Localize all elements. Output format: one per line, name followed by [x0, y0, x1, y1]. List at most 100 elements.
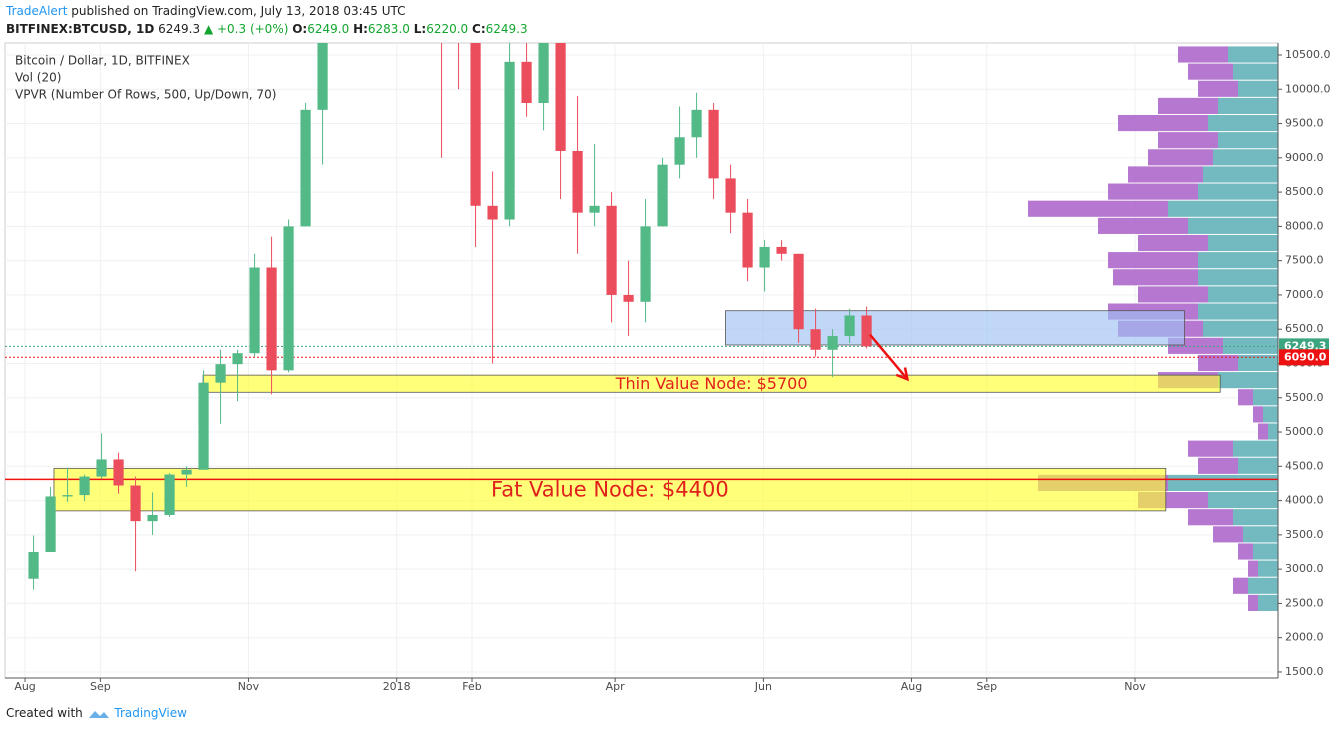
published: published on TradingView.com, July 13, 2…	[71, 4, 406, 18]
vpvr-up	[1168, 474, 1278, 492]
vpvr-up	[1233, 440, 1278, 457]
candle-body	[487, 205, 498, 220]
ohlc-value: 6249.0	[307, 22, 350, 36]
price-label: 6090.0	[1284, 350, 1327, 363]
vpvr-down	[1028, 200, 1168, 217]
y-tick-label: 3000.0	[1285, 562, 1324, 575]
y-tick-label: 1500.0	[1285, 665, 1324, 678]
vpvr-down	[1188, 440, 1233, 457]
vpvr-up	[1268, 423, 1278, 440]
candle-body	[793, 253, 804, 330]
vpvr-up	[1213, 149, 1278, 166]
vpvr-up	[1258, 560, 1278, 577]
candle-body	[28, 552, 39, 579]
zone-label: Fat Value Node: $4400	[491, 478, 729, 502]
y-tick-label: 4000.0	[1285, 494, 1324, 507]
vpvr-down	[1198, 457, 1238, 474]
candle-body	[283, 226, 294, 371]
vpvr-up	[1168, 200, 1278, 217]
vpvr-up	[1188, 217, 1278, 234]
author[interactable]: TradeAlert	[6, 4, 68, 18]
vpvr-down	[1248, 594, 1258, 611]
candle-body	[215, 364, 226, 383]
vpvr-up	[1233, 509, 1278, 526]
vpvr-down	[1128, 166, 1203, 183]
candle-body	[113, 459, 124, 486]
vpvr-up	[1253, 389, 1278, 406]
vpvr-up	[1218, 132, 1278, 149]
candle-body	[96, 459, 107, 477]
y-tick-label: 7500.0	[1285, 254, 1324, 267]
vpvr-up	[1198, 269, 1278, 286]
vpvr-down	[1233, 577, 1248, 594]
vpvr-up	[1208, 286, 1278, 303]
publish-line: TradeAlert published on TradingView.com,…	[6, 4, 406, 18]
vpvr-down	[1178, 46, 1228, 63]
candle-body	[623, 294, 634, 302]
candle-body	[521, 61, 532, 103]
chart: 1500.0 2000.0 2500.0 3000.0 3500.0 4000.0 4500…	[4, 0, 1331, 693]
zone	[53, 467, 1167, 512]
brand[interactable]: TradingView	[114, 706, 187, 720]
x-tick-label: Apr	[606, 680, 626, 693]
x-tick-label: Aug	[901, 680, 922, 693]
candle-body	[334, 0, 344, 14]
candle-body	[62, 495, 73, 497]
vpvr-up	[1233, 63, 1278, 80]
x-tick-label: 2018	[383, 680, 411, 693]
vpvr-down	[1213, 526, 1243, 543]
vpvr-down	[1238, 389, 1253, 406]
last: 6249.3	[158, 22, 201, 36]
vpvr-up	[1253, 543, 1278, 560]
y-tick-label: 9500.0	[1285, 117, 1324, 130]
vpvr-down	[1118, 114, 1208, 132]
candle-body	[555, 43, 566, 151]
vpvr-down	[1188, 509, 1233, 526]
candle-body	[249, 267, 260, 354]
vpvr-down	[1098, 217, 1188, 234]
x-tick-label: Aug	[14, 680, 35, 693]
candle-body	[606, 205, 617, 295]
y-tick-label: 3500.0	[1285, 528, 1324, 541]
vpvr-up	[1238, 80, 1278, 97]
vpvr-down	[1138, 234, 1208, 252]
price-label: 6249.3	[1284, 339, 1326, 352]
candle-body	[266, 267, 277, 371]
candle-body	[725, 178, 736, 213]
vpvr-up	[1203, 320, 1278, 337]
y-tick-label: 8000.0	[1285, 219, 1324, 232]
vpvr-up	[1223, 337, 1278, 354]
vpvr-down	[1238, 543, 1253, 560]
vpvr-down	[1253, 406, 1263, 423]
vpvr-up	[1203, 166, 1278, 183]
y-tick-label: 10000.0	[1285, 82, 1331, 95]
vpvr-up	[1238, 457, 1278, 474]
x-tick-label: Jun	[754, 680, 772, 693]
vpvr-up	[1258, 594, 1278, 611]
vpvr-down	[1198, 80, 1238, 97]
vpvr-down	[1138, 286, 1208, 303]
candle-body	[300, 109, 311, 227]
candle-body	[861, 315, 872, 347]
candle-body	[708, 109, 719, 179]
candle-body	[759, 246, 770, 268]
candle-body	[45, 496, 56, 553]
candle-body	[674, 137, 685, 165]
vpvr-up	[1208, 114, 1278, 132]
vpvr-down	[1158, 97, 1218, 114]
symbol-line: BITFINEX:BTCUSD, 1D 6249.3 ▲ +0.3 (+0%) …	[6, 22, 528, 36]
candle-body	[317, 43, 328, 110]
y-tick-label: 5000.0	[1285, 425, 1324, 438]
candle-body	[164, 474, 175, 515]
candle-body	[827, 336, 838, 350]
y-tick-label: 7000.0	[1285, 288, 1324, 301]
vpvr-down	[1258, 423, 1268, 440]
zone-label: Thin Value Node: $5700	[615, 374, 808, 393]
vpvr-up	[1198, 303, 1278, 320]
ohlc-value: 6283.0	[367, 22, 410, 36]
symbol: BITFINEX:BTCUSD, 1D	[6, 22, 155, 36]
x-tick-label: Sep	[90, 680, 111, 693]
vpvr-down	[1148, 149, 1213, 166]
ohlc-label: H:	[353, 22, 368, 36]
